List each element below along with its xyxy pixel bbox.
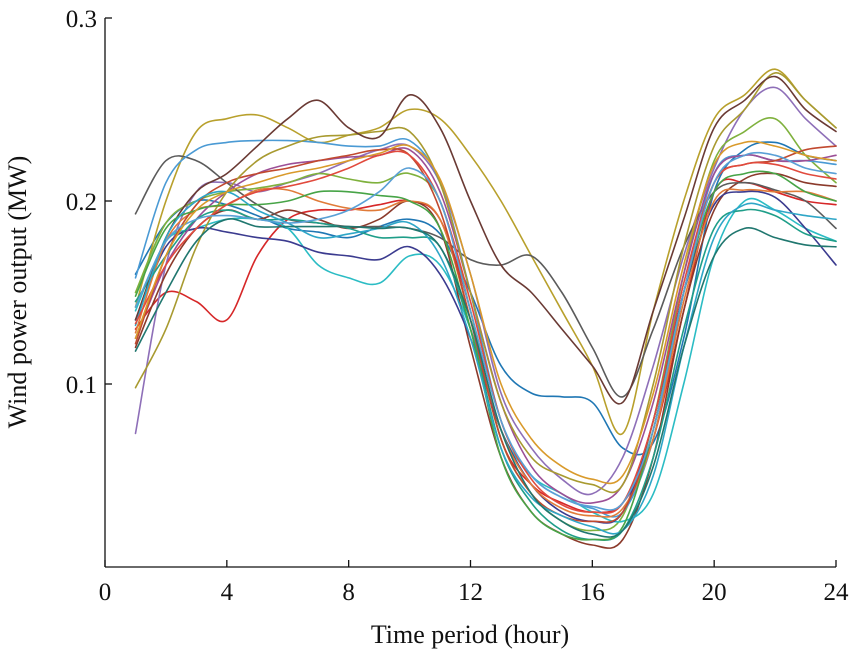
series-line-18 xyxy=(134,190,837,535)
series-line-15 xyxy=(134,72,837,494)
series-line-2 xyxy=(134,178,837,514)
series-line-21 xyxy=(134,151,837,511)
x-tick-label: 20 xyxy=(702,579,727,606)
series-line-4 xyxy=(134,86,837,496)
y-tick-label: 0.3 xyxy=(66,6,97,33)
series-line-19 xyxy=(134,218,837,538)
y-axis-title: Wind power output (MW) xyxy=(3,156,32,429)
series-line-3 xyxy=(134,68,837,436)
series-line-17 xyxy=(134,170,837,541)
ticks: 0 4 8 12 16 20 24 0.1 0.2 0.3 xyxy=(66,6,849,606)
series xyxy=(134,68,837,549)
x-tick-label: 4 xyxy=(221,579,234,606)
x-tick-label: 24 xyxy=(824,579,850,606)
series-line-10 xyxy=(134,137,837,518)
series-line-22 xyxy=(134,140,837,485)
x-tick-label: 12 xyxy=(458,579,483,606)
x-tick-label: 8 xyxy=(342,579,355,606)
series-line-16 xyxy=(134,75,837,405)
x-axis-title: Time period (hour) xyxy=(371,620,569,649)
y-tick-label: 0.2 xyxy=(66,189,97,216)
x-tick-label: 16 xyxy=(580,579,605,606)
y-tick-label: 0.1 xyxy=(66,372,97,399)
x-tick-label: 0 xyxy=(99,579,112,606)
series-line-12 xyxy=(134,147,837,505)
